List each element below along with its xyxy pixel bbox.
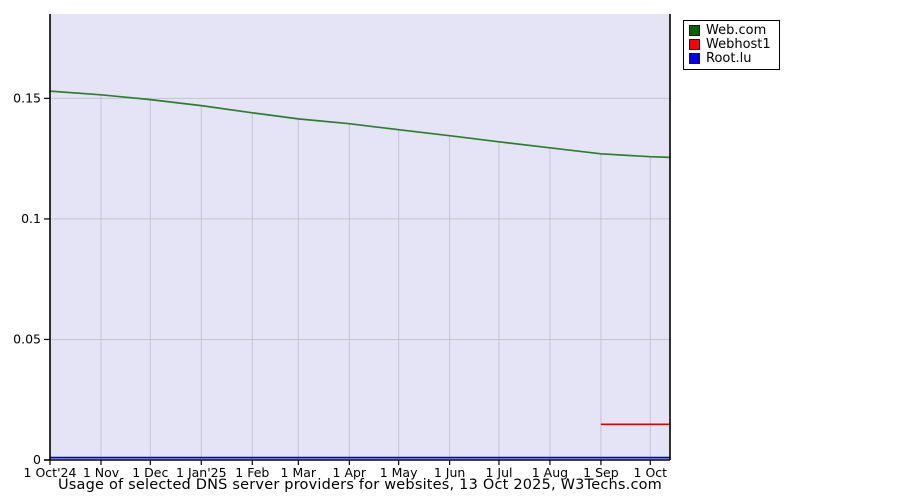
legend-swatch-icon — [689, 53, 700, 64]
plot-background — [50, 14, 670, 460]
x-tick-label: 1 Oct'24 — [24, 465, 77, 480]
chart-legend: Web.com Webhost1 Root.lu — [683, 20, 780, 70]
legend-item-label: Webhost1 — [706, 37, 771, 52]
legend-item-label: Web.com — [706, 23, 767, 38]
legend-item-web-com: Web.com — [689, 24, 771, 37]
x-tick-label: 1 Jun — [434, 465, 465, 480]
x-tick-label: 1 Nov — [83, 465, 120, 480]
series-line-web-com — [49, 90, 671, 159]
y-tick-label: 0.05 — [13, 331, 41, 346]
x-tick-label: 1 Oct — [634, 465, 668, 480]
x-tick-label: 1 Feb — [235, 465, 269, 480]
legend-swatch-icon — [689, 25, 700, 36]
y-tick-label: 0.15 — [13, 90, 41, 105]
x-tick-label: 1 Mar — [281, 465, 317, 480]
legend-swatch-icon — [689, 39, 700, 50]
x-tick-label: 1 Jan'25 — [176, 465, 227, 480]
x-tick-label: 1 Sep — [583, 465, 619, 480]
chart-title: Usage of selected DNS server providers f… — [57, 477, 663, 493]
legend-item-label: Root.lu — [706, 51, 752, 66]
y-tick-label: 0 — [33, 452, 41, 467]
legend-item-webhost1: Webhost1 — [689, 38, 771, 51]
legend-item-root-lu: Root.lu — [689, 52, 771, 65]
x-tick-label: 1 Jul — [485, 465, 512, 480]
x-tick-label: 1 Dec — [132, 465, 168, 480]
x-tick-label: 1 Aug — [532, 465, 568, 480]
x-tick-label: 1 May — [380, 465, 418, 480]
y-tick-label: 0.1 — [21, 211, 41, 226]
x-tick-label: 1 Apr — [333, 465, 367, 480]
